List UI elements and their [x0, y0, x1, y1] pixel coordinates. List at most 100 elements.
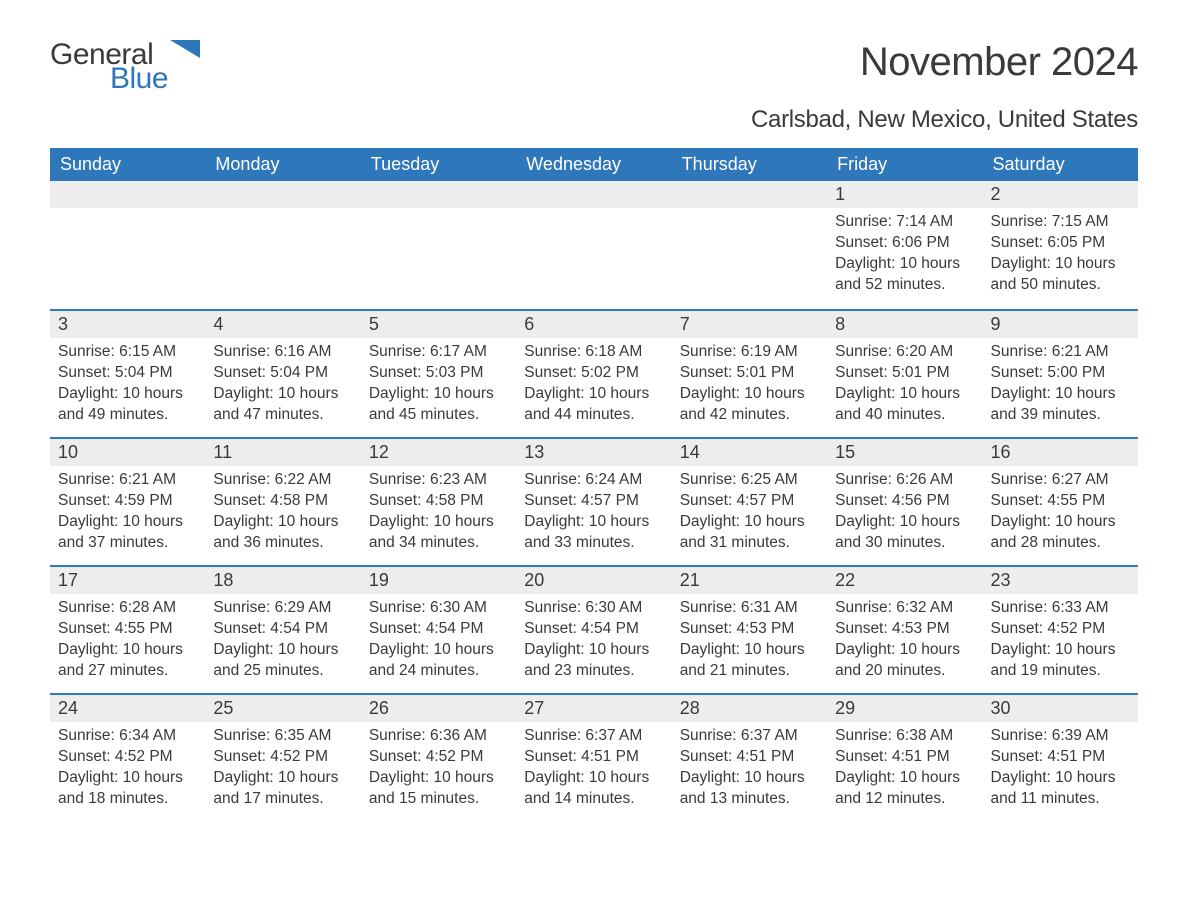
day-cell: 12Sunrise: 6:23 AMSunset: 4:58 PMDayligh… — [361, 439, 516, 565]
day-number: 3 — [50, 311, 205, 338]
sunrise-text: Sunrise: 6:24 AM — [524, 470, 663, 491]
sunset-text: Sunset: 4:51 PM — [835, 747, 974, 768]
daylight-text: Daylight: 10 hours and 17 minutes. — [213, 768, 352, 810]
daylight-text: Daylight: 10 hours and 47 minutes. — [213, 384, 352, 426]
sunrise-text: Sunrise: 6:35 AM — [213, 726, 352, 747]
daylight-text: Daylight: 10 hours and 39 minutes. — [991, 384, 1130, 426]
day-body: Sunrise: 6:23 AMSunset: 4:58 PMDaylight:… — [361, 466, 516, 562]
logo-word-2: Blue — [50, 64, 168, 94]
day-number: 8 — [827, 311, 982, 338]
day-cell: 1Sunrise: 7:14 AMSunset: 6:06 PMDaylight… — [827, 181, 982, 309]
day-number: 5 — [361, 311, 516, 338]
day-cell: 19Sunrise: 6:30 AMSunset: 4:54 PMDayligh… — [361, 567, 516, 693]
day-number: 26 — [361, 695, 516, 722]
sunset-text: Sunset: 4:57 PM — [680, 491, 819, 512]
day-cell — [205, 181, 360, 309]
day-number: 2 — [983, 181, 1138, 208]
day-number: 27 — [516, 695, 671, 722]
daylight-text: Daylight: 10 hours and 18 minutes. — [58, 768, 197, 810]
week-row: 10Sunrise: 6:21 AMSunset: 4:59 PMDayligh… — [50, 437, 1138, 565]
sunrise-text: Sunrise: 6:36 AM — [369, 726, 508, 747]
day-body: Sunrise: 6:39 AMSunset: 4:51 PMDaylight:… — [983, 722, 1138, 818]
daylight-text: Daylight: 10 hours and 44 minutes. — [524, 384, 663, 426]
day-cell: 21Sunrise: 6:31 AMSunset: 4:53 PMDayligh… — [672, 567, 827, 693]
day-body: Sunrise: 6:27 AMSunset: 4:55 PMDaylight:… — [983, 466, 1138, 562]
sunrise-text: Sunrise: 6:23 AM — [369, 470, 508, 491]
day-body: Sunrise: 6:25 AMSunset: 4:57 PMDaylight:… — [672, 466, 827, 562]
day-body: Sunrise: 7:15 AMSunset: 6:05 PMDaylight:… — [983, 208, 1138, 304]
sunrise-text: Sunrise: 6:28 AM — [58, 598, 197, 619]
day-body: Sunrise: 6:20 AMSunset: 5:01 PMDaylight:… — [827, 338, 982, 434]
day-number — [50, 181, 205, 208]
day-number: 12 — [361, 439, 516, 466]
day-body: Sunrise: 6:29 AMSunset: 4:54 PMDaylight:… — [205, 594, 360, 690]
day-cell: 15Sunrise: 6:26 AMSunset: 4:56 PMDayligh… — [827, 439, 982, 565]
day-body: Sunrise: 6:38 AMSunset: 4:51 PMDaylight:… — [827, 722, 982, 818]
day-cell — [516, 181, 671, 309]
day-body: Sunrise: 6:18 AMSunset: 5:02 PMDaylight:… — [516, 338, 671, 434]
week-row: 17Sunrise: 6:28 AMSunset: 4:55 PMDayligh… — [50, 565, 1138, 693]
daylight-text: Daylight: 10 hours and 11 minutes. — [991, 768, 1130, 810]
sunset-text: Sunset: 5:02 PM — [524, 363, 663, 384]
day-body: Sunrise: 6:28 AMSunset: 4:55 PMDaylight:… — [50, 594, 205, 690]
daylight-text: Daylight: 10 hours and 23 minutes. — [524, 640, 663, 682]
day-cell: 5Sunrise: 6:17 AMSunset: 5:03 PMDaylight… — [361, 311, 516, 437]
day-body: Sunrise: 6:33 AMSunset: 4:52 PMDaylight:… — [983, 594, 1138, 690]
day-number: 30 — [983, 695, 1138, 722]
day-body: Sunrise: 6:16 AMSunset: 5:04 PMDaylight:… — [205, 338, 360, 434]
day-number: 7 — [672, 311, 827, 338]
day-number: 13 — [516, 439, 671, 466]
day-body: Sunrise: 6:22 AMSunset: 4:58 PMDaylight:… — [205, 466, 360, 562]
day-cell — [672, 181, 827, 309]
sunset-text: Sunset: 4:54 PM — [524, 619, 663, 640]
day-body: Sunrise: 6:15 AMSunset: 5:04 PMDaylight:… — [50, 338, 205, 434]
day-header: Thursday — [672, 148, 827, 181]
daylight-text: Daylight: 10 hours and 40 minutes. — [835, 384, 974, 426]
sunrise-text: Sunrise: 6:26 AM — [835, 470, 974, 491]
day-number: 1 — [827, 181, 982, 208]
daylight-text: Daylight: 10 hours and 21 minutes. — [680, 640, 819, 682]
daylight-text: Daylight: 10 hours and 15 minutes. — [369, 768, 508, 810]
sunrise-text: Sunrise: 7:14 AM — [835, 212, 974, 233]
sunrise-text: Sunrise: 6:27 AM — [991, 470, 1130, 491]
day-body: Sunrise: 6:31 AMSunset: 4:53 PMDaylight:… — [672, 594, 827, 690]
day-number: 29 — [827, 695, 982, 722]
sunrise-text: Sunrise: 6:18 AM — [524, 342, 663, 363]
sunrise-text: Sunrise: 6:17 AM — [369, 342, 508, 363]
sunrise-text: Sunrise: 6:15 AM — [58, 342, 197, 363]
day-number: 4 — [205, 311, 360, 338]
sunset-text: Sunset: 4:52 PM — [369, 747, 508, 768]
day-number: 20 — [516, 567, 671, 594]
daylight-text: Daylight: 10 hours and 30 minutes. — [835, 512, 974, 554]
sunset-text: Sunset: 5:00 PM — [991, 363, 1130, 384]
day-header: Wednesday — [516, 148, 671, 181]
daylight-text: Daylight: 10 hours and 36 minutes. — [213, 512, 352, 554]
daylight-text: Daylight: 10 hours and 27 minutes. — [58, 640, 197, 682]
week-row: 24Sunrise: 6:34 AMSunset: 4:52 PMDayligh… — [50, 693, 1138, 821]
daylight-text: Daylight: 10 hours and 12 minutes. — [835, 768, 974, 810]
sunrise-text: Sunrise: 6:38 AM — [835, 726, 974, 747]
day-number — [516, 181, 671, 208]
day-cell — [361, 181, 516, 309]
sunrise-text: Sunrise: 6:29 AM — [213, 598, 352, 619]
day-cell: 2Sunrise: 7:15 AMSunset: 6:05 PMDaylight… — [983, 181, 1138, 309]
day-number: 18 — [205, 567, 360, 594]
day-body: Sunrise: 6:21 AMSunset: 4:59 PMDaylight:… — [50, 466, 205, 562]
daylight-text: Daylight: 10 hours and 49 minutes. — [58, 384, 197, 426]
daylight-text: Daylight: 10 hours and 34 minutes. — [369, 512, 508, 554]
sunrise-text: Sunrise: 6:22 AM — [213, 470, 352, 491]
day-header: Monday — [205, 148, 360, 181]
day-number: 16 — [983, 439, 1138, 466]
sunrise-text: Sunrise: 6:25 AM — [680, 470, 819, 491]
sunset-text: Sunset: 4:51 PM — [680, 747, 819, 768]
location-subtitle: Carlsbad, New Mexico, United States — [50, 106, 1138, 134]
day-body: Sunrise: 6:30 AMSunset: 4:54 PMDaylight:… — [361, 594, 516, 690]
daylight-text: Daylight: 10 hours and 20 minutes. — [835, 640, 974, 682]
day-cell: 13Sunrise: 6:24 AMSunset: 4:57 PMDayligh… — [516, 439, 671, 565]
logo: General Blue — [50, 40, 200, 94]
day-cell: 29Sunrise: 6:38 AMSunset: 4:51 PMDayligh… — [827, 695, 982, 821]
sunset-text: Sunset: 4:55 PM — [991, 491, 1130, 512]
day-header: Friday — [827, 148, 982, 181]
daylight-text: Daylight: 10 hours and 42 minutes. — [680, 384, 819, 426]
day-cell: 11Sunrise: 6:22 AMSunset: 4:58 PMDayligh… — [205, 439, 360, 565]
